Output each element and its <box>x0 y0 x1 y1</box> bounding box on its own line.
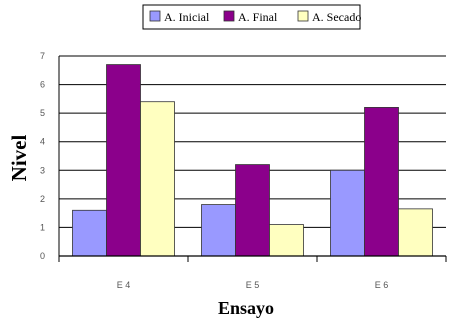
y-tick-label: 7 <box>40 51 45 61</box>
y-tick-label: 2 <box>40 194 45 204</box>
y-tick-label: 5 <box>40 108 45 118</box>
legend-label: A. Secado <box>312 10 361 24</box>
bar-a-final-2 <box>235 164 270 257</box>
legend: A. Inicial A. Final A. Secado <box>142 4 361 30</box>
y-axis-title: Nivel <box>7 135 31 182</box>
y-tick-label: 1 <box>40 222 45 232</box>
legend-swatch <box>297 10 309 22</box>
x-tick-labels: E 4 E 5 E 6 <box>117 280 389 290</box>
y-tick-label: 4 <box>40 137 45 147</box>
bar-a-secado-1 <box>140 101 175 257</box>
bar-a-inicial-3 <box>330 169 365 257</box>
x-tick-label: E 6 <box>375 280 389 290</box>
x-axis-title: Ensayo <box>218 298 274 318</box>
bar-a-secado-2 <box>269 224 304 257</box>
y-tick-label: 6 <box>40 80 45 90</box>
y-tick-labels: 0 1 2 3 4 5 6 7 <box>40 51 45 261</box>
legend-box <box>142 4 361 30</box>
bar-a-inicial-1 <box>72 209 107 257</box>
axes <box>58 56 447 262</box>
y-tick-label: 0 <box>40 251 45 261</box>
bar-a-final-1 <box>106 64 141 257</box>
bar-a-secado-3 <box>398 208 433 257</box>
y-tick-label: 3 <box>40 165 45 175</box>
x-tick-label: E 4 <box>117 280 131 290</box>
legend-swatch <box>223 10 235 22</box>
x-tick-label: E 5 <box>246 280 260 290</box>
legend-swatch <box>149 10 161 22</box>
bars <box>72 64 433 257</box>
legend-label: A. Inicial <box>164 10 210 24</box>
bar-a-inicial-2 <box>201 204 236 257</box>
bar-a-final-3 <box>364 107 399 257</box>
legend-label: A. Final <box>238 10 278 24</box>
